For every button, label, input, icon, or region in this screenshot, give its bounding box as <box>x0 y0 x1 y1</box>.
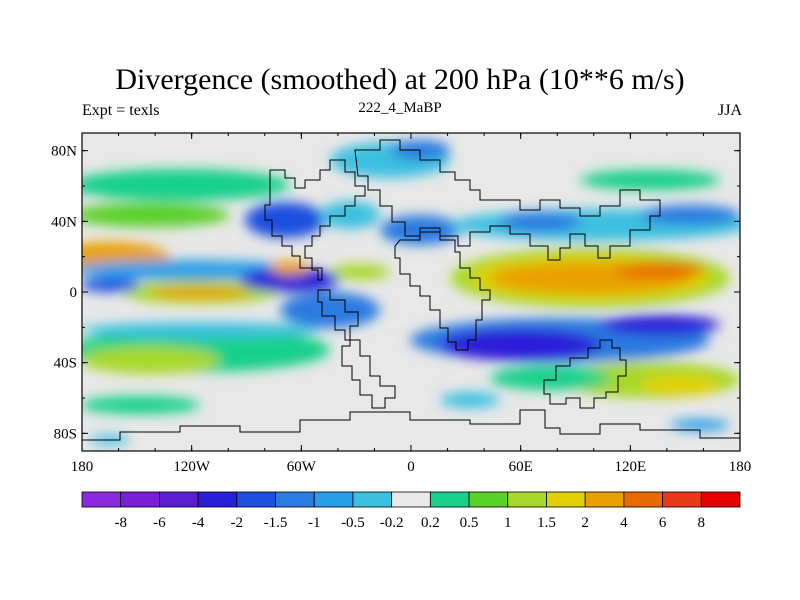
experiment-label: Expt = texls <box>82 102 160 119</box>
colorbar-label: 1 <box>504 515 512 531</box>
field-blob <box>670 419 730 431</box>
plot-title: Divergence (smoothed) at 200 hPa (10**6 … <box>115 63 685 96</box>
eurasia-outline <box>354 139 661 261</box>
colorbar-label: 4 <box>620 515 628 531</box>
north-america-outline <box>264 159 366 281</box>
colorbar-swatch <box>81 491 122 508</box>
y-tick-label: 0 <box>70 285 78 301</box>
colorbar-label: 1.5 <box>537 515 556 531</box>
field-blob <box>150 287 250 299</box>
colorbar-label: -0.2 <box>380 515 404 531</box>
colorbar-swatch <box>197 491 238 508</box>
colorbar-swatch <box>623 491 663 508</box>
land-outline <box>82 139 740 441</box>
field-blob <box>82 203 230 227</box>
field-blob <box>240 268 340 292</box>
colorbar-swatch <box>584 491 625 508</box>
field-blob <box>82 396 200 414</box>
field-blob <box>82 278 140 292</box>
colorbar-swatch <box>391 491 431 508</box>
field-blob <box>245 202 325 238</box>
colorbar-label: -4 <box>192 515 205 531</box>
colorbar <box>81 491 741 508</box>
colorbar-swatch <box>662 491 702 508</box>
field-blob <box>440 329 600 361</box>
y-tick-label: 40N <box>51 214 77 230</box>
field-blob <box>640 205 740 225</box>
x-tick-label: 180 <box>729 459 752 475</box>
colorbar-swatch <box>546 491 586 508</box>
colorbar-label: 2 <box>581 515 589 531</box>
field-blob <box>330 264 390 280</box>
field-blob <box>640 375 720 395</box>
y-tick-label: 40S <box>54 356 77 372</box>
south-america-outline <box>317 289 396 409</box>
x-tick-label: 120W <box>173 459 211 475</box>
colorbar-labels: -8 -6 -4 -2 -1.5 -1 -0.5 -0.2 0.2 0.5 1 1.5 2 4 6 8 <box>114 515 705 531</box>
australia-outline <box>543 339 627 409</box>
field-blob <box>82 169 290 201</box>
colorbar-label: -6 <box>153 515 166 531</box>
field-blob <box>600 315 720 335</box>
field-blob <box>490 366 610 390</box>
field-blob <box>280 292 380 328</box>
colorbar-swatch <box>159 491 199 508</box>
colorbar-label: -8 <box>114 515 127 531</box>
colorbar-swatch <box>507 491 547 508</box>
colorbar-label: -2 <box>231 515 244 531</box>
colorbar-label: -1.5 <box>264 515 288 531</box>
x-tick-label: 60E <box>509 459 533 475</box>
colorbar-label: 6 <box>659 515 667 531</box>
colorbar-swatch <box>352 491 393 508</box>
y-tick-label: 80S <box>54 426 77 442</box>
colorbar-label: 8 <box>698 515 706 531</box>
field-blob <box>82 346 220 374</box>
season-label: JJA <box>717 102 742 119</box>
colorbar-swatch <box>429 491 470 508</box>
x-tick-label: 180 <box>71 459 94 475</box>
x-tick-label: 60W <box>287 459 317 475</box>
y-tick-label: 80N <box>51 144 77 160</box>
colorbar-swatch <box>313 491 354 508</box>
colorbar-label: 0.5 <box>460 515 479 531</box>
field-blob <box>82 322 320 338</box>
field-blob <box>615 262 705 278</box>
field-blob <box>500 212 580 232</box>
field-blob <box>440 392 500 408</box>
field-blob <box>320 201 380 229</box>
colorbar-label: -0.5 <box>341 515 365 531</box>
x-tick-label: 120E <box>614 459 646 475</box>
divergence-field <box>82 140 740 445</box>
x-tick-label: 0 <box>407 459 415 475</box>
field-blob <box>580 170 720 190</box>
colorbar-swatch <box>120 491 160 508</box>
colorbar-label: -1 <box>308 515 321 531</box>
colorbar-swatch <box>468 491 509 508</box>
x-axis: 180 120W 60W 0 60E 120E 180 <box>71 133 752 475</box>
y-axis: 80N 40N 0 40S 80S <box>51 144 740 442</box>
colorbar-swatch <box>275 491 315 508</box>
colorbar-swatch <box>700 491 741 508</box>
run-label: 222_4_MaBP <box>358 100 442 116</box>
africa-outline <box>394 231 491 351</box>
colorbar-label: 0.2 <box>421 515 440 531</box>
antarctica-outline <box>82 409 740 441</box>
colorbar-swatch <box>236 491 276 508</box>
